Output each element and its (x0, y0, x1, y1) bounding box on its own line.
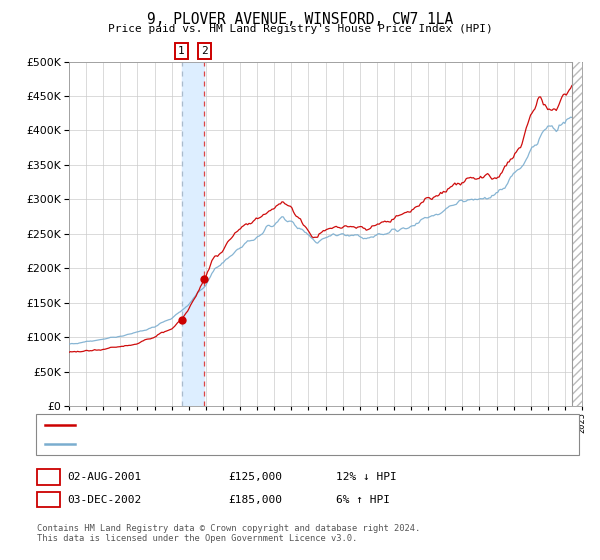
Text: Price paid vs. HM Land Registry's House Price Index (HPI): Price paid vs. HM Land Registry's House … (107, 24, 493, 34)
Text: 9, PLOVER AVENUE, WINSFORD, CW7 1LA (detached house): 9, PLOVER AVENUE, WINSFORD, CW7 1LA (det… (81, 421, 393, 430)
Bar (572, 55, 590, 406)
Text: £185,000: £185,000 (228, 494, 282, 505)
Text: 6% ↑ HPI: 6% ↑ HPI (336, 494, 390, 505)
Text: 12% ↓ HPI: 12% ↓ HPI (336, 472, 397, 482)
Text: HPI: Average price, detached house, Cheshire West and Chester: HPI: Average price, detached house, Ches… (81, 439, 447, 449)
Text: 02-AUG-2001: 02-AUG-2001 (67, 472, 142, 482)
Text: 9, PLOVER AVENUE, WINSFORD, CW7 1LA: 9, PLOVER AVENUE, WINSFORD, CW7 1LA (147, 12, 453, 27)
Text: 1: 1 (45, 472, 52, 482)
Text: £125,000: £125,000 (228, 472, 282, 482)
Text: 1: 1 (178, 46, 185, 56)
Text: 2: 2 (201, 46, 208, 56)
Text: 2: 2 (45, 494, 52, 505)
Bar (182, 62, 205, 406)
Text: Contains HM Land Registry data © Crown copyright and database right 2024.
This d: Contains HM Land Registry data © Crown c… (37, 524, 421, 543)
Text: 03-DEC-2002: 03-DEC-2002 (67, 494, 142, 505)
